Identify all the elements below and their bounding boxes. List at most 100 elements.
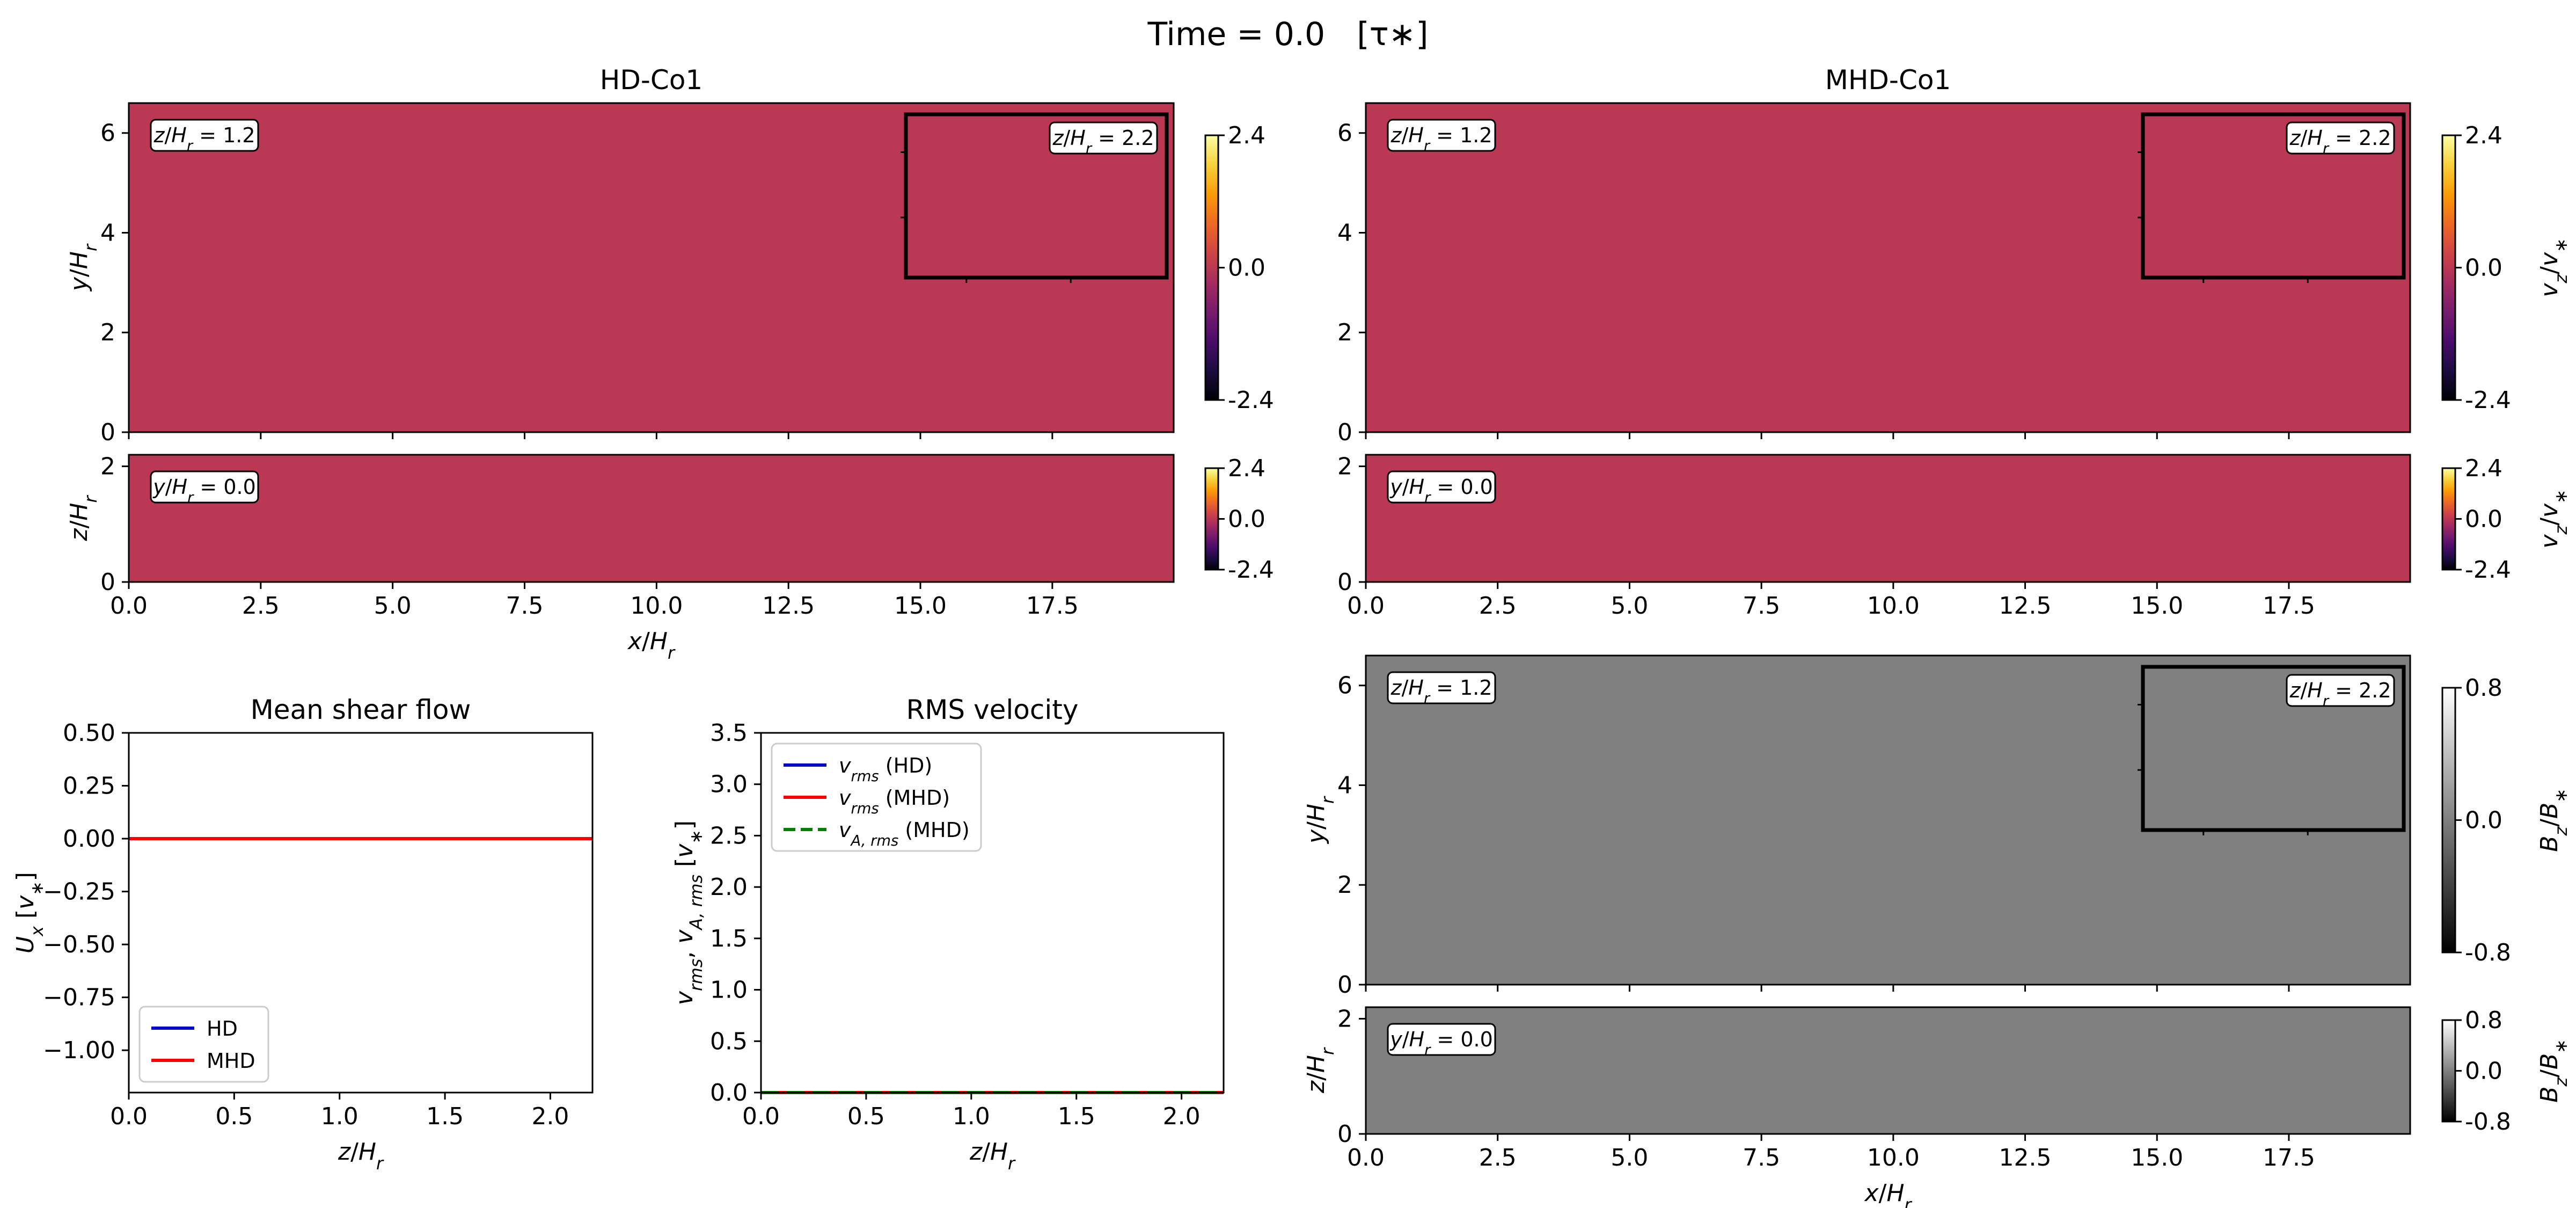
x-tick-label: 5.0: [374, 592, 412, 620]
subplot-title: HD-Co1: [600, 64, 702, 96]
plane-label-box: [150, 119, 259, 152]
y-tick-label: 2: [1337, 319, 1352, 346]
plot-frame: [128, 102, 1175, 433]
plane-label-box: [1387, 470, 1496, 504]
y-axis-label: vrms, vA, rms [v∗]: [671, 820, 706, 1005]
inset-frame: [2141, 112, 2406, 280]
y-tick-label: −1.00: [43, 1037, 115, 1064]
x-tick-label: 0.0: [742, 1103, 780, 1130]
y-tick-label: 2: [100, 453, 115, 481]
colorbar-tick-label: -0.8: [2465, 1108, 2511, 1136]
heatmap-field: [1366, 455, 2410, 582]
colorbar-label: vz/v∗: [2536, 489, 2571, 548]
x-tick-label: 12.5: [1999, 592, 2052, 620]
heatmap-field: [129, 455, 1174, 582]
x-tick-label: 17.5: [1026, 592, 1079, 620]
inset-panel: z/Hr = 2.2: [2138, 665, 2406, 835]
x-tick-label: 2.0: [531, 1103, 569, 1130]
legend-label: vrms (MHD): [839, 786, 950, 817]
colorbar: -2.4 0.0 2.4 vz/v∗: [2441, 122, 2571, 414]
plane-label-main: z/Hr = 1.2: [150, 119, 259, 155]
plot-frame: [128, 732, 594, 1094]
y-axis-label: z/Hr: [65, 495, 101, 542]
colorbar-tick-label: 0.0: [2465, 1058, 2502, 1085]
inset-frame: [904, 112, 1169, 280]
plane-label-box: [1387, 119, 1496, 152]
inset-panel: z/Hr = 2.2: [901, 112, 1169, 283]
y-tick-label: 2.5: [710, 822, 748, 849]
plane-label: z/Hr = 1.2: [153, 123, 255, 155]
plane-label-main: z/Hr = 1.2: [1387, 119, 1496, 155]
colorbar-label: Bz/B∗: [2536, 788, 2571, 852]
plot-frame: [1365, 454, 2411, 583]
colorbar: -0.8 0.0 0.8 Bz/B∗: [2441, 1007, 2571, 1136]
inset-panel: z/Hr = 2.2: [2138, 112, 2406, 283]
legend-frame: [138, 1006, 269, 1083]
heatmap-field: [129, 103, 1174, 432]
plot-frame: [1365, 654, 2411, 986]
subplot-title: RMS velocity: [906, 694, 1079, 725]
plane-label: z/Hr = 2.2: [1052, 126, 1154, 157]
plane-label: z/Hr = 1.2: [1390, 676, 1492, 707]
colorbar-tick-label: 0.8: [2465, 1007, 2502, 1034]
x-tick-label: 1.5: [426, 1103, 464, 1130]
colorbar-tick-label: 0.0: [2465, 807, 2502, 834]
x-tick-label: 7.5: [1743, 592, 1780, 620]
bz-xz-slice: 0.0 2.5 5.0 7.5 10.0 12.5 15.0 17.5 0 2 x/Hr z/Hr y/…: [1302, 1005, 2571, 1208]
legend-frame: [771, 743, 982, 852]
mhd-xz-slice: 0.0 2.5 5.0 7.5 10.0 12.5 15.0 17.5 0 2 y/Hr = 0.0…: [1337, 453, 2571, 620]
colorbar-tick-label: -2.4: [2465, 387, 2511, 414]
x-axis-label: x/Hr: [1864, 1180, 1913, 1208]
colorbar-tick-label: 0.0: [2465, 254, 2502, 282]
heatmap-field: [1366, 103, 2410, 432]
y-tick-label: 0.25: [63, 773, 115, 800]
y-tick-label: 0: [100, 569, 115, 596]
plot-frame: [128, 454, 1175, 583]
plane-label: z/Hr = 2.2: [2289, 679, 2391, 710]
colorbar-label: vz/v∗: [2536, 238, 2571, 297]
mhd-xy-slice: 0 2 4 6 MHD-Co1 z/Hr = 1.2 z/Hr = 2.2 -2.4 0.0 2.…: [1337, 64, 2571, 446]
legend-label: HD: [207, 1017, 238, 1040]
x-tick-label: 1.0: [953, 1103, 990, 1130]
plane-label: y/Hr = 0.0: [1389, 475, 1493, 506]
colorbar-tick-label: -2.4: [1228, 556, 1274, 584]
y-tick-label: 2: [1337, 871, 1352, 899]
legend-label: MHD: [207, 1049, 255, 1073]
plane-label: y/Hr = 0.0: [152, 475, 256, 506]
plane-label-box: [150, 470, 259, 504]
x-axis-label: z/Hr: [969, 1138, 1016, 1174]
colorbar-tick-label: -2.4: [2465, 556, 2511, 584]
x-tick-label: 0.0: [1347, 1144, 1385, 1171]
plane-label-main: y/Hr = 0.0: [150, 470, 259, 506]
y-tick-label: 2: [1337, 453, 1352, 481]
inset-frame: [2141, 665, 2406, 832]
plane-label-inset: z/Hr = 2.2: [1049, 121, 1158, 157]
hd-xy-slice: 0 2 4 6 HD-Co1 y/Hr z/Hr = 1.2 z/Hr = 2.2 -2.4 0.…: [65, 64, 1274, 446]
heatmap-field: [1366, 1007, 2410, 1134]
x-tick-label: 10.0: [1867, 592, 1920, 620]
x-tick-label: 10.0: [630, 592, 683, 620]
y-tick-label: 0: [1337, 1120, 1352, 1148]
y-tick-label: 0: [1337, 419, 1352, 446]
y-tick-label: −0.75: [43, 984, 115, 1011]
colorbar-gradient: [1204, 134, 1219, 401]
legend: vrms (HD)vrms (MHD)vA, rms (MHD): [771, 743, 982, 852]
colorbar-label: Bz/B∗: [2536, 1039, 2571, 1102]
plane-label-main: y/Hr = 0.0: [1387, 470, 1496, 506]
colorbar-tick-label: 0.8: [2465, 674, 2502, 702]
plane-label: y/Hr = 0.0: [1389, 1028, 1493, 1059]
x-tick-label: 15.0: [894, 592, 947, 620]
y-tick-label: 2: [100, 319, 115, 346]
colorbar: -2.4 0.0 2.4: [1204, 455, 1274, 584]
plane-label-inset: z/Hr = 2.2: [2286, 121, 2395, 157]
x-tick-label: 7.5: [1743, 1144, 1780, 1171]
figure-title: Time = 0.0 [τ∗]: [1147, 16, 1429, 53]
y-axis-label: z/Hr: [1302, 1047, 1338, 1094]
y-tick-label: 6: [100, 120, 115, 147]
y-tick-label: 0: [100, 419, 115, 446]
y-tick-label: 0: [1337, 971, 1352, 999]
x-tick-label: 12.5: [762, 592, 815, 620]
x-tick-label: 5.0: [1611, 1144, 1648, 1171]
colorbar-gradient: [2441, 134, 2456, 401]
